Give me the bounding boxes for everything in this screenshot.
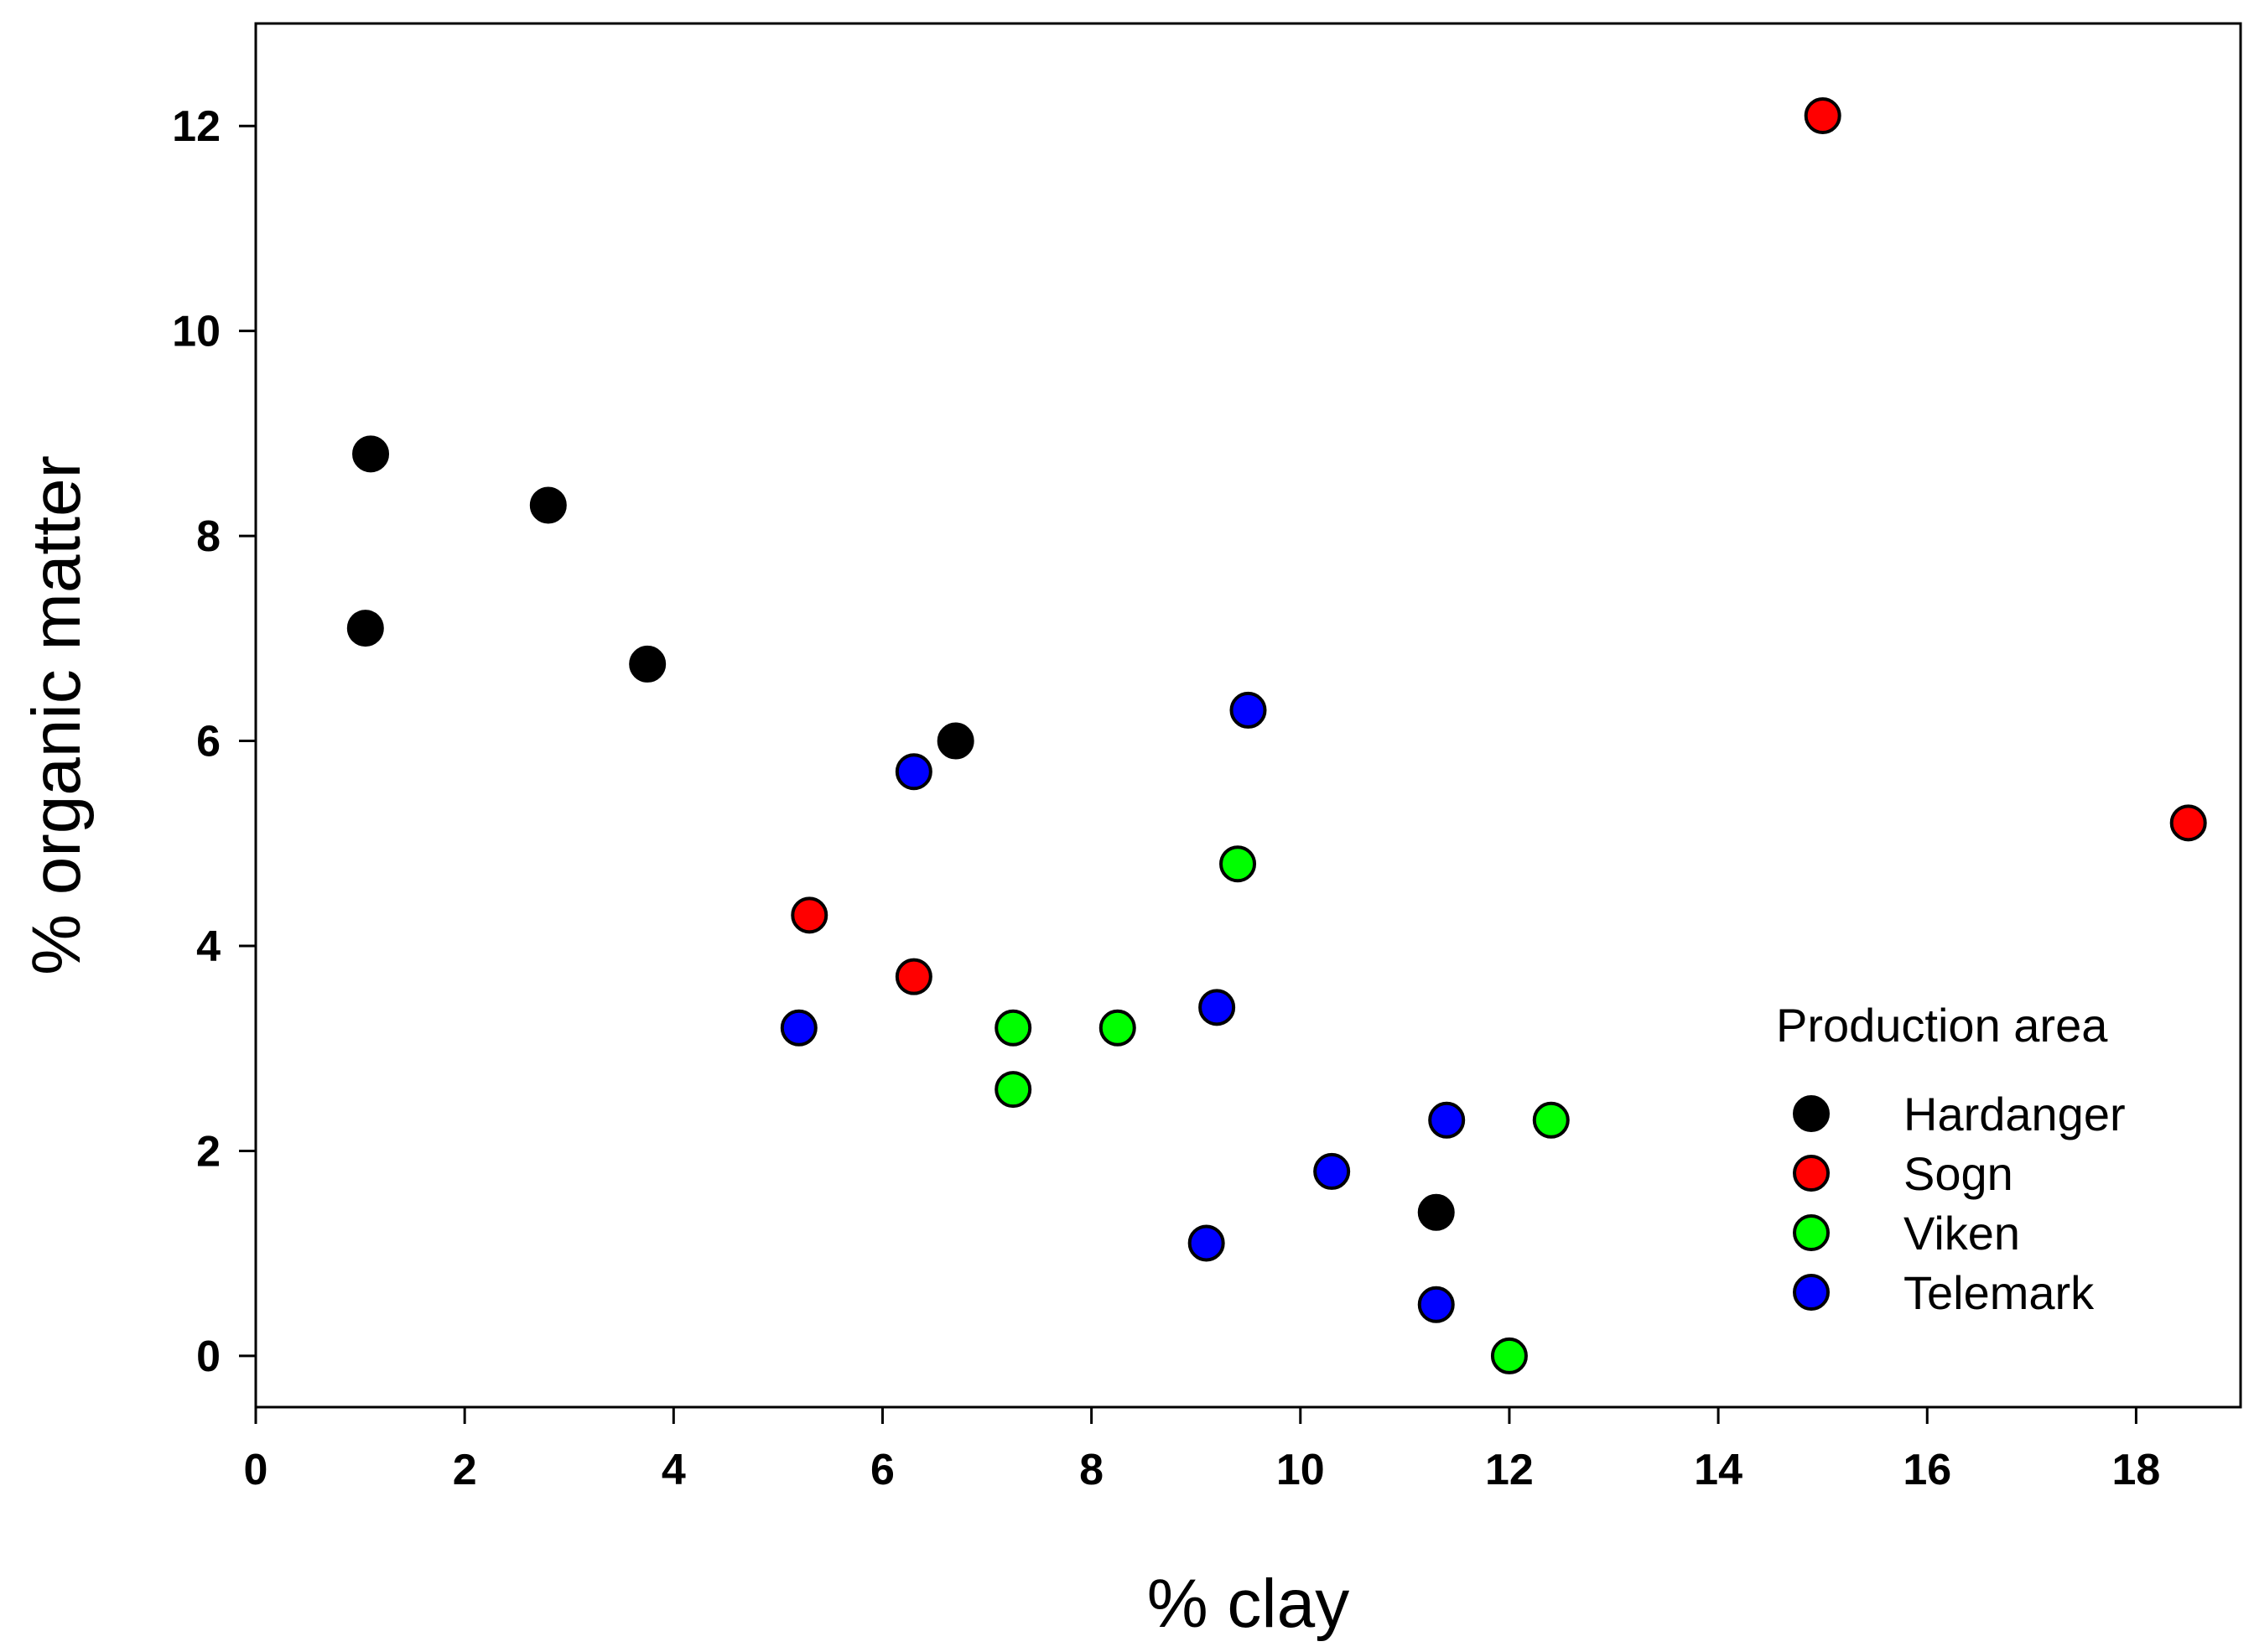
- x-tick-label: 14: [1694, 1446, 1742, 1494]
- x-tick-label: 16: [1903, 1446, 1951, 1494]
- y-axis-title: % organic matter: [18, 455, 95, 975]
- data-point-sogn: [1804, 97, 1841, 134]
- data-point-viken: [1490, 1337, 1528, 1374]
- x-tick-label: 12: [1485, 1446, 1534, 1494]
- data-point-hardanger: [937, 722, 974, 760]
- data-point-hardanger: [529, 486, 567, 524]
- legend-label-hardanger: Hardanger: [1903, 1088, 2126, 1140]
- data-point-viken: [1219, 845, 1257, 883]
- data-point-telemark: [780, 1009, 818, 1047]
- x-tick-label: 18: [2111, 1446, 2160, 1494]
- data-point-telemark: [1313, 1152, 1351, 1190]
- data-point-sogn: [2169, 804, 2207, 842]
- y-tick-label: 10: [172, 308, 221, 356]
- y-tick-label: 6: [196, 718, 221, 766]
- data-point-viken: [1532, 1101, 1570, 1139]
- y-tick-label: 12: [172, 102, 221, 151]
- legend-marker-sogn: [1793, 1155, 1830, 1192]
- x-axis-title: % clay: [1147, 1566, 1350, 1642]
- data-point-telemark: [1417, 1286, 1455, 1323]
- data-point-telemark: [1187, 1224, 1225, 1262]
- data-point-hardanger: [1417, 1193, 1455, 1231]
- legend-label-viken: Viken: [1903, 1207, 2020, 1260]
- data-point-hardanger: [346, 610, 384, 647]
- data-point-telemark: [1198, 989, 1236, 1026]
- x-tick-label: 10: [1276, 1446, 1325, 1494]
- data-points: [346, 97, 2207, 1374]
- x-tick-label: 2: [453, 1446, 477, 1494]
- x-tick-label: 8: [1079, 1446, 1104, 1494]
- legend: Production area Hardanger Sogn Viken Telema…: [1776, 999, 2126, 1319]
- y-tick-label: 0: [196, 1333, 221, 1381]
- legend-marker-viken: [1793, 1214, 1830, 1251]
- y-tick-label: 8: [196, 512, 221, 561]
- data-point-telemark: [1229, 691, 1267, 729]
- data-point-telemark: [895, 753, 932, 791]
- y-tick-label: 4: [196, 922, 221, 971]
- data-point-viken: [995, 1009, 1032, 1047]
- data-point-telemark: [1428, 1101, 1466, 1139]
- data-point-viken: [1098, 1009, 1136, 1047]
- data-point-hardanger: [352, 435, 390, 473]
- axes: [254, 22, 2242, 1409]
- legend-label-sogn: Sogn: [1903, 1147, 2013, 1200]
- y-tick-label: 2: [196, 1127, 221, 1176]
- x-tick-label: 6: [870, 1446, 895, 1494]
- x-tick-label: 4: [662, 1446, 686, 1494]
- data-point-viken: [995, 1071, 1032, 1109]
- ticks: 0 2 4 6 8 10 12 14 16 18 0 2 4 6 8 10 12: [172, 102, 2160, 1494]
- legend-label-telemark: Telemark: [1903, 1266, 2095, 1319]
- plot-frame: [254, 22, 2242, 1409]
- legend-marker-telemark: [1793, 1274, 1830, 1311]
- x-tick-label: 0: [244, 1446, 268, 1494]
- legend-marker-hardanger: [1793, 1095, 1830, 1132]
- data-point-sogn: [895, 958, 932, 995]
- data-point-hardanger: [629, 645, 667, 683]
- data-point-sogn: [791, 896, 828, 934]
- legend-title: Production area: [1776, 999, 2108, 1052]
